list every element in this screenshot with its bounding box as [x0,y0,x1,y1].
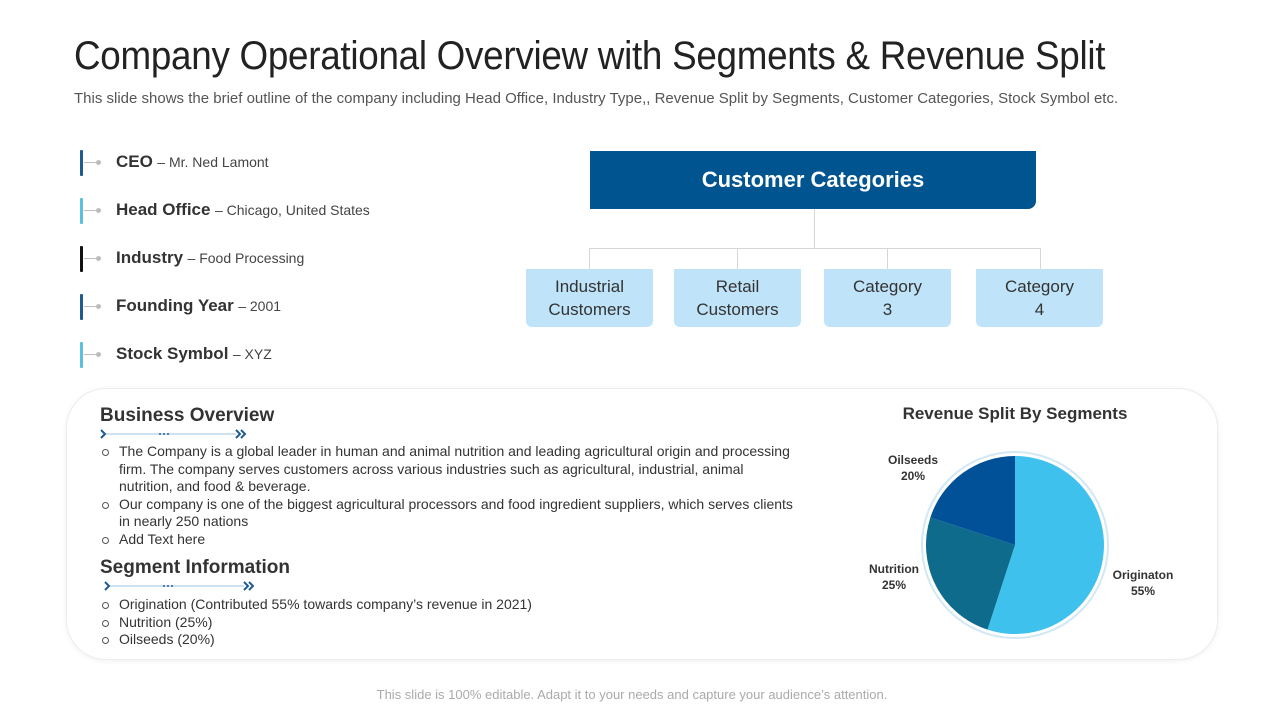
tree-connector [737,248,738,269]
segment-information-list: Origination (Contributed 55% towards com… [100,596,800,649]
list-item: The Company is a global leader in human … [100,443,800,496]
segment-information-title: Segment Information [100,557,291,578]
tree-connector [589,248,590,269]
list-item: Oilseeds (20%) [100,631,800,649]
revenue-pie-chart [921,451,1109,639]
pie-label-oilseeds: Oilseeds 20% [887,453,939,483]
fact-marker [80,150,83,176]
fact-label: Industry [116,248,184,267]
fact-marker [80,198,83,224]
overview-panel [66,388,1218,660]
fact-value: – Mr. Ned Lamont [157,154,269,170]
fact-label: Founding Year [116,296,234,315]
pie-label-nutrition: Nutrition 25% [869,562,919,592]
category-3: Category 3 [824,269,951,327]
category-retail-customers: Retail Customers [674,269,801,327]
arrow-divider-icon [100,429,247,439]
tree-connector [1040,248,1041,269]
list-item: Add Text here [100,531,800,549]
business-overview-title: Business Overview [100,405,275,426]
page-title: Company Operational Overview with Segmen… [74,34,1106,78]
list-item: Nutrition (25%) [100,614,800,632]
pie-slice-nutrition [926,517,1015,630]
chart-title: Revenue Split By Segments [902,404,1128,423]
footer-note: This slide is 100% editable. Adapt it to… [376,687,888,702]
list-item: Our company is one of the biggest agricu… [100,496,800,531]
customer-categories-header: Customer Categories [590,151,1036,209]
business-overview-list: The Company is a global leader in human … [100,443,800,548]
category-industrial-customers: Industrial Customers [526,269,653,327]
tree-connector [887,248,888,269]
fact-value: – 2001 [238,298,282,314]
tree-connector [589,248,1041,249]
fact-label: CEO [116,152,153,171]
category-4: Category 4 [976,269,1103,327]
pie-slice-oilseeds [930,456,1015,545]
fact-label: Head Office [116,200,211,219]
page-subtitle: This slide shows the brief outline of th… [74,90,1119,107]
fact-value: – Chicago, United States [214,202,370,218]
fact-value: – Food Processing [187,250,305,266]
tree-connector [814,209,815,248]
fact-label: Stock Symbol [116,344,229,363]
pie-label-originaton: Originaton 55% [1112,568,1174,598]
arrow-divider-icon [104,581,254,591]
list-item: Origination (Contributed 55% towards com… [100,596,800,614]
fact-marker [80,246,83,272]
pie-slice-originaton [987,456,1104,634]
fact-value: – XYZ [232,346,272,362]
fact-marker [80,342,83,368]
fact-marker [80,294,83,320]
